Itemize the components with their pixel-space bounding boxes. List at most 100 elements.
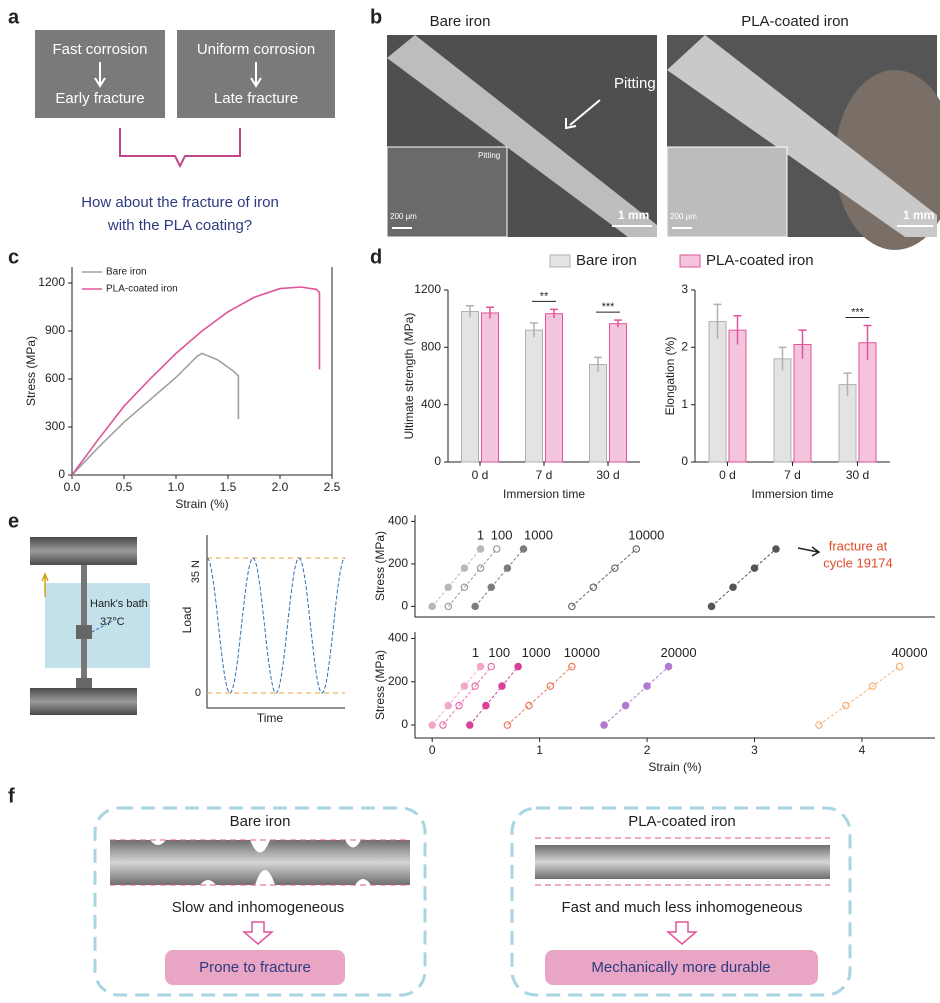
line xyxy=(711,548,777,607)
axis xyxy=(414,632,935,739)
bar xyxy=(793,343,812,463)
point xyxy=(868,682,877,690)
wire xyxy=(387,35,657,237)
series-label: 40000 xyxy=(891,645,927,660)
panel-label: c xyxy=(8,246,19,268)
point xyxy=(498,682,506,690)
line xyxy=(603,666,669,726)
legend-swatch xyxy=(679,254,701,268)
x-tick-label: 30 d xyxy=(846,468,869,482)
point xyxy=(729,583,737,592)
line xyxy=(431,548,481,607)
point xyxy=(514,662,522,671)
bracket xyxy=(119,128,241,169)
x-tick-label: 30 d xyxy=(596,468,619,482)
label: Pitting xyxy=(478,151,500,160)
bar xyxy=(545,313,563,463)
bar xyxy=(728,329,747,463)
x-axis-title: Immersion time xyxy=(503,487,585,501)
frame-title: Bare iron xyxy=(230,813,291,830)
x-tick-label: 0.0 xyxy=(64,480,81,494)
panel-label: e xyxy=(8,510,19,532)
description: Slow and inhomogeneous xyxy=(172,899,345,916)
x-tick-label: 7 d xyxy=(536,468,553,482)
point xyxy=(476,564,485,572)
x-tick-label: 0 d xyxy=(719,468,736,482)
pit xyxy=(150,840,371,885)
inset xyxy=(666,146,788,238)
result: Mechanically more durable xyxy=(591,959,770,976)
line xyxy=(571,548,637,607)
bar xyxy=(481,312,499,463)
legend-label: PLA-coated iron xyxy=(106,284,178,295)
significance: *** xyxy=(602,301,616,313)
load-curve xyxy=(206,557,346,694)
error-bar xyxy=(713,303,722,339)
grip xyxy=(30,537,137,565)
y-tick-label: 0 xyxy=(681,454,688,468)
frame-title: PLA-coated iron xyxy=(628,813,736,830)
significance: *** xyxy=(851,306,865,318)
significance: ** xyxy=(540,290,549,302)
point xyxy=(643,682,651,690)
x-tick-label: 0 d xyxy=(472,468,489,482)
scale-bar xyxy=(392,225,933,229)
tick-label: 0 xyxy=(195,687,201,699)
bar xyxy=(838,384,857,463)
y-axis-title: Stress (MPa) xyxy=(373,650,387,720)
point xyxy=(476,545,485,553)
point xyxy=(444,701,453,710)
point xyxy=(772,545,780,553)
label: 37°C xyxy=(100,616,125,628)
y-tick-label: 1200 xyxy=(414,282,441,296)
arrow xyxy=(41,572,49,597)
series-label: 10000 xyxy=(628,527,664,542)
arrow xyxy=(94,62,262,88)
error-bar xyxy=(466,305,474,318)
legend-swatch xyxy=(549,254,571,268)
point xyxy=(503,564,512,572)
description: Fast and much less inhomogeneous xyxy=(562,899,803,916)
x-tick-label: 3 xyxy=(751,743,758,757)
wire xyxy=(110,840,410,885)
series-label: 1 xyxy=(472,645,479,660)
point xyxy=(471,682,479,690)
line xyxy=(818,666,900,726)
grip xyxy=(30,688,137,715)
point xyxy=(842,701,850,710)
point xyxy=(815,721,823,729)
point xyxy=(895,662,904,671)
x-tick-label: 0.5 xyxy=(116,480,133,494)
arrow xyxy=(665,921,699,945)
error-bar xyxy=(863,324,872,360)
wire xyxy=(667,35,937,237)
error-bar xyxy=(594,356,602,372)
bar xyxy=(589,364,607,463)
point xyxy=(471,602,479,611)
point xyxy=(444,583,453,592)
y-tick-label: 400 xyxy=(388,631,408,645)
y-tick-label: 200 xyxy=(388,556,408,570)
series-label: 1 xyxy=(477,527,484,542)
point xyxy=(664,662,673,671)
point xyxy=(600,721,608,729)
line xyxy=(474,548,524,607)
error-bar xyxy=(530,322,538,338)
error-bar xyxy=(733,315,742,345)
question: with the PLA coating? xyxy=(107,217,252,234)
box-text: Late fracture xyxy=(214,90,298,107)
box-text: Fast corrosion xyxy=(52,41,147,58)
panel-label: b xyxy=(370,6,382,28)
label: Hank's bath xyxy=(90,598,148,610)
point xyxy=(568,602,576,611)
axis xyxy=(414,515,935,618)
arrow xyxy=(241,921,275,945)
point xyxy=(460,564,469,572)
bath xyxy=(45,583,150,668)
tick-label: 35 N xyxy=(190,560,202,583)
error-bar xyxy=(798,329,807,359)
result-box xyxy=(165,950,345,985)
series-label: 1000 xyxy=(522,645,551,660)
x-tick-label: 1.0 xyxy=(168,480,185,494)
